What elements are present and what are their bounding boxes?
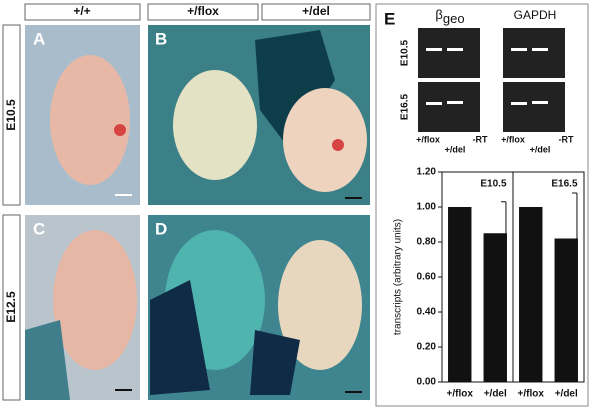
group-label: E16.5 bbox=[551, 179, 578, 190]
x-tick-label: +/flox bbox=[518, 389, 545, 400]
row-box bbox=[2, 24, 21, 206]
embryo bbox=[278, 240, 362, 370]
y-tick-label: 0.40 bbox=[417, 307, 437, 318]
bar-chart: 0.00 0.20 0.40 0.60 0.80 1.00 1.20 transcripts … bbox=[393, 167, 585, 400]
x-tick-label: +/del bbox=[555, 389, 578, 400]
embryo bbox=[50, 55, 130, 185]
panel-label: C bbox=[33, 219, 45, 238]
gel-label-sub: geo bbox=[443, 11, 465, 26]
column-header: +/flox bbox=[187, 4, 219, 18]
lane-label: +/del bbox=[530, 144, 551, 154]
embryo bbox=[173, 70, 257, 180]
heart bbox=[332, 139, 344, 151]
gel-row-label: E16.5 bbox=[400, 93, 411, 120]
gel bbox=[503, 28, 565, 78]
y-tick-label: 0.80 bbox=[417, 237, 437, 248]
panel-label: E bbox=[384, 9, 395, 28]
row-box bbox=[2, 214, 21, 401]
column-header: +/+ bbox=[73, 4, 90, 18]
lane-label: -RT bbox=[559, 134, 574, 144]
bar bbox=[448, 207, 472, 382]
y-tick-label: 0.00 bbox=[417, 377, 437, 388]
yolk-sac bbox=[25, 320, 70, 400]
heart bbox=[114, 124, 126, 136]
y-tick-label: 1.00 bbox=[417, 202, 437, 213]
y-tick-label: 0.60 bbox=[417, 272, 437, 283]
gel-label-main: β bbox=[435, 7, 442, 22]
bar bbox=[519, 207, 543, 382]
lane-label: +/flox bbox=[416, 134, 440, 144]
bar bbox=[483, 233, 507, 382]
y-axis-label: transcripts (arbitrary units) bbox=[393, 219, 404, 335]
x-tick-label: +/flox bbox=[447, 389, 474, 400]
gel bbox=[418, 28, 480, 78]
gel-label: GAPDH bbox=[514, 8, 557, 22]
header-box bbox=[24, 3, 141, 21]
group-label: E10.5 bbox=[480, 179, 507, 190]
lane-label: +/del bbox=[445, 144, 466, 154]
panel-label: A bbox=[33, 29, 45, 48]
y-tick-label: 0.20 bbox=[417, 342, 437, 353]
header-box bbox=[261, 3, 371, 21]
lane-label: -RT bbox=[473, 134, 488, 144]
header-box bbox=[147, 3, 259, 21]
panel-label: D bbox=[155, 219, 167, 238]
y-tick-label: 1.20 bbox=[417, 167, 437, 178]
yolk-sac bbox=[150, 280, 300, 395]
gel-label: βgeo bbox=[435, 7, 464, 26]
lane-label: +/flox bbox=[501, 134, 525, 144]
row-label: E10.5 bbox=[4, 99, 18, 131]
gel bbox=[503, 82, 565, 132]
gel bbox=[418, 82, 480, 132]
bands bbox=[426, 48, 548, 105]
x-tick-label: +/del bbox=[484, 389, 507, 400]
column-header: +/del bbox=[302, 4, 330, 18]
yolk-sac bbox=[255, 30, 335, 150]
row-label: E12.5 bbox=[4, 291, 18, 323]
bar bbox=[554, 238, 578, 382]
gel-row-label: E10.5 bbox=[400, 39, 411, 66]
embryo bbox=[283, 88, 367, 192]
embryo bbox=[53, 230, 137, 370]
panel-label: B bbox=[155, 29, 167, 48]
